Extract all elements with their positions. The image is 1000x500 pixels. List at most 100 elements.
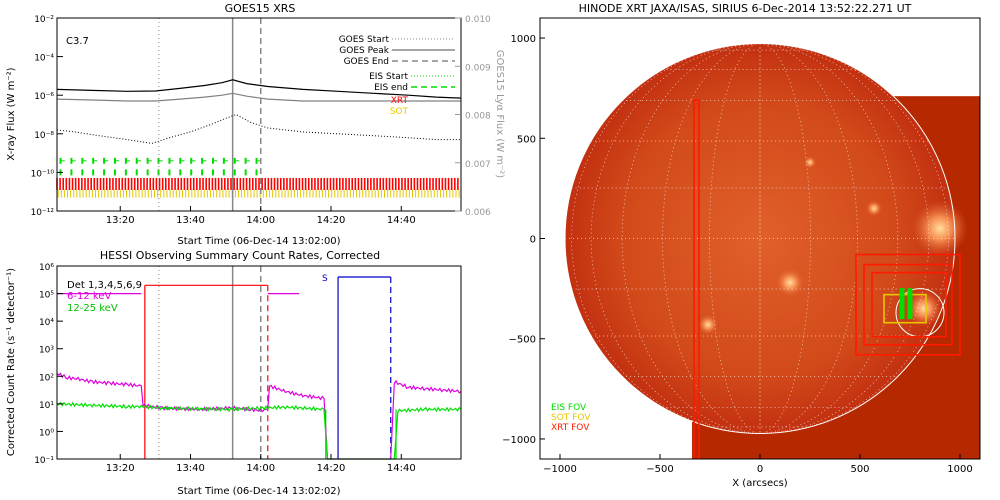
goes-y-tick-right-label: 0.007: [465, 160, 491, 170]
fov-box-sot: [883, 293, 927, 324]
goes-panel: GOES15 XRS 13:20 13:40 14:00 14:20 14:40 10⁻…: [6, 2, 505, 247]
goes-y-tick-right-label: 0.006: [465, 208, 491, 218]
fov-box-xrt: [871, 271, 947, 338]
hessi-title: HESSI Observing Summary Count Rates, Cor…: [100, 249, 380, 262]
longitude-line: [571, 43, 761, 434]
goes-x-tick-label: 13:40: [176, 215, 205, 226]
fov-box-xrt: [855, 253, 961, 356]
goes-y-tick-right-label: 0.008: [465, 112, 491, 122]
hessi-y-ticks: 10⁶ 10⁵ 10⁴ 10³ 10² 10¹ 10⁰ 10⁻¹: [34, 263, 63, 466]
solar-disk: [565, 43, 955, 434]
xrt-x-tick-label: 0: [757, 464, 763, 475]
goes-ylabel-right: GOES15 Lyα Flux (W m⁻²): [494, 50, 505, 178]
xrt-xlabel: X (arcsecs): [732, 478, 788, 489]
xrt-x-ticks: −1000 −500 0 500 1000: [543, 454, 973, 475]
legend-sot-fov: SOT FOV: [551, 413, 591, 423]
goes-legend: GOES Start GOES Peak GOES End EIS Start …: [339, 35, 455, 117]
hessi-y-tick-label: 10⁵: [39, 291, 54, 301]
longitude-line: [662, 43, 761, 434]
hessi-frame: [56, 265, 462, 460]
goes-y-tick-right-label: 0.010: [465, 15, 491, 25]
xrt-y-tick-label: −1000: [502, 435, 536, 446]
goes-x-tick-label: 13:20: [106, 215, 135, 226]
bright-region: [698, 314, 718, 335]
goes-y-ticks: 10⁻² 10⁻⁴ 10⁻⁶ 10⁻⁸ 10⁻¹⁰ 10⁻¹²: [31, 15, 63, 218]
goes-y-tick-label: 10⁻¹²: [31, 208, 55, 218]
xrt-fov-legend: EIS FOV SOT FOV XRT FOV: [551, 403, 591, 433]
hessi-s-label: S: [322, 274, 328, 284]
legend-det: Det 1,3,4,5,6,9: [67, 280, 142, 291]
xrt-x-tick-label: 500: [850, 464, 869, 475]
goes-y-tick-label: 10⁻⁶: [34, 92, 54, 102]
hessi-panel: HESSI Observing Summary Count Rates, Cor…: [6, 249, 462, 497]
goes-x-tick-label: 14:00: [246, 215, 275, 226]
bright-region: [776, 268, 804, 297]
fov-box-eis: [899, 288, 905, 320]
hessi-x-tick-label: 13:20: [106, 463, 135, 474]
goes-series-short: [56, 113, 461, 144]
hessi-y-tick-label: 10⁰: [39, 428, 54, 438]
hessi-x-tick-label: 14:00: [246, 463, 275, 474]
legend-goes-start: GOES Start: [339, 35, 390, 45]
goes-y-tick-label: 10⁻⁸: [34, 131, 54, 141]
goes-x-ticks: 13:20 13:40 14:00 14:20 14:40: [106, 206, 416, 226]
goes-series-long: [56, 79, 462, 99]
xrt-y-tick-label: 0: [530, 235, 536, 246]
legend-xrt-fov: XRT FOV: [551, 423, 590, 433]
goes-series-lya: [56, 92, 461, 102]
hessi-y-tick-label: 10⁶: [39, 263, 54, 273]
hessi-y-tick-label: 10¹: [39, 401, 54, 411]
goes-x-tick-label: 14:20: [317, 215, 346, 226]
goes-plot-area: [56, 17, 462, 212]
legend-eis-start: EIS Start: [369, 72, 408, 82]
fov-box-xrt: [863, 263, 953, 346]
goes-title: GOES15 XRS: [225, 2, 296, 15]
goes-ylabel: X-ray Flux (W m⁻²): [6, 67, 17, 160]
xrt-panel: HINODE XRT JAXA/ISAS, SIRIUS 6-Dec-2014 …: [502, 2, 981, 489]
hessi-series-group: [56, 266, 462, 460]
xrt-x-tick-label: −500: [646, 464, 673, 475]
hessi-y-tick-label: 10⁴: [39, 318, 54, 328]
xrt-image-group: [564, 43, 980, 459]
legend-goes-end: GOES End: [344, 57, 389, 67]
hessi-xlabel: Start Time (06-Dec-14 13:02:02): [177, 486, 340, 497]
longitude-line: [759, 43, 858, 434]
bright-region: [906, 290, 942, 327]
hessi-y-tick-label: 10⁻¹: [34, 456, 54, 466]
flare-class-label: C3.7: [66, 36, 89, 47]
goes-series-group: [56, 18, 462, 211]
hessi-y-tick-label: 10³: [39, 346, 54, 356]
xrt-y-tick-label: 1000: [511, 34, 536, 45]
longitude-line: [759, 43, 949, 434]
hessi-legend: Det 1,3,4,5,6,9 6-12 keV 12-25 keV: [67, 280, 142, 314]
hessi-x-tick-label: 14:20: [317, 463, 346, 474]
hessi-x-tick-label: 13:40: [176, 463, 205, 474]
legend-12-25kev: 12-25 keV: [67, 303, 118, 314]
xrt-title: HINODE XRT JAXA/ISAS, SIRIUS 6-Dec-2014 …: [579, 2, 912, 15]
xrt-x-tick-label: −1000: [543, 464, 577, 475]
hessi-plot-area: [56, 265, 462, 460]
bright-region: [912, 200, 968, 257]
goes-y-tick-right-label: 0.009: [465, 63, 491, 73]
goes-y-tick-label: 10⁻²: [34, 15, 54, 25]
hessi-ylabel: Corrected Count Rate (s⁻¹ detector⁻¹): [6, 268, 17, 456]
hessi-series-6-12-keV: [56, 372, 462, 460]
goes-y-ticks-right: 0.010 0.009 0.008 0.007 0.006: [455, 15, 491, 218]
hessi-x-tick-label: 14:40: [387, 463, 416, 474]
legend-xrt: XRT: [391, 96, 409, 106]
xrt-image-area: [564, 43, 980, 459]
goes-y-tick-label: 10⁻⁴: [34, 54, 54, 64]
bright-region: [866, 200, 882, 217]
goes-xlabel: Start Time (06-Dec-14 13:02:00): [177, 236, 340, 247]
hessi-series-12-25-keV: [56, 401, 462, 460]
xrt-y-tick-label: −500: [509, 335, 536, 346]
xrt-y-ticks: 1000 500 0 −500 −1000: [502, 34, 545, 446]
goes-x-tick-label: 14:40: [387, 215, 416, 226]
legend-eis-end: EIS end: [374, 83, 408, 93]
bright-region: [804, 156, 816, 169]
fov-box-eis: [907, 288, 913, 320]
hessi-x-ticks: 13:20 13:40 14:00 14:20 14:40: [106, 454, 416, 474]
xrt-x-tick-label: 1000: [947, 464, 972, 475]
xrt-y-tick-label: 500: [517, 134, 536, 145]
